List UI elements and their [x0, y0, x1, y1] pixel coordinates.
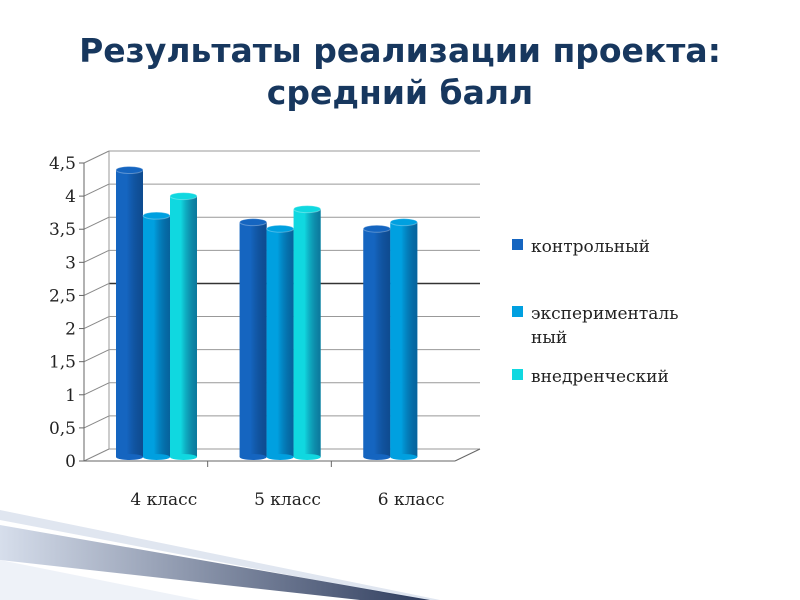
- y-tick-label: 1: [65, 386, 76, 406]
- bar-shade: [239, 222, 267, 457]
- legend-label: эксперименталь: [531, 304, 678, 324]
- bar-bottom: [363, 454, 391, 460]
- bar-top: [362, 224, 391, 233]
- bar-top: [266, 224, 295, 233]
- bar-top: [239, 218, 268, 227]
- bar: [266, 224, 295, 460]
- gridline-depth: [83, 415, 110, 429]
- bar-shade: [170, 196, 197, 457]
- bar-bottom: [239, 454, 267, 460]
- y-tick-label: 4,5: [49, 154, 76, 174]
- y-tick-label: 3,5: [49, 220, 76, 240]
- bar: [389, 218, 418, 460]
- y-tick-label: 2,5: [49, 286, 76, 306]
- bar-shade: [363, 228, 391, 457]
- bar-top: [293, 205, 322, 214]
- bar: [115, 165, 144, 460]
- bar: [239, 218, 268, 460]
- gridline-depth: [83, 249, 110, 263]
- bar: [169, 192, 198, 460]
- gridline-depth: [83, 150, 110, 164]
- chart-title: Результаты реализации проекта: средний б…: [0, 30, 800, 114]
- x-tick-label: 6 класс: [378, 490, 445, 510]
- bar-shade: [293, 209, 321, 457]
- title-line-1: Результаты реализации проекта:: [79, 31, 721, 70]
- y-tick-label: 1,5: [49, 353, 76, 373]
- bar-top: [142, 211, 171, 220]
- y-tick-label: 0: [65, 452, 76, 472]
- bar-shade: [390, 222, 418, 457]
- gridline-depth: [83, 183, 110, 197]
- legend-label: ный: [531, 328, 567, 348]
- bar-bottom: [266, 454, 294, 460]
- gridline-depth: [83, 349, 110, 363]
- bar-shade: [266, 228, 294, 457]
- gridline-depth: [83, 316, 110, 330]
- x-tick-label: 5 класс: [254, 490, 321, 510]
- gridline-depth: [83, 448, 110, 462]
- bar-bottom: [390, 454, 418, 460]
- legend-swatch: [512, 369, 523, 380]
- y-tick-label: 3: [65, 253, 76, 273]
- gridline-depth: [83, 282, 110, 296]
- bar-bottom: [143, 454, 170, 460]
- legend-swatch: [512, 306, 523, 317]
- bar-top: [389, 218, 418, 227]
- title-line-2: средний балл: [266, 73, 534, 112]
- bar-bottom: [116, 454, 143, 460]
- x-axis-depth: [454, 448, 481, 462]
- gridline-depth: [83, 216, 110, 230]
- bar-top: [115, 165, 144, 174]
- bar-top: [169, 192, 198, 201]
- bar-bottom: [293, 454, 321, 460]
- bar-shade: [116, 169, 143, 457]
- y-tick-label: 2: [65, 320, 76, 340]
- bar: [142, 211, 171, 460]
- y-tick-label: 4: [65, 187, 76, 207]
- y-tick-label: 0,5: [49, 419, 76, 439]
- legend-swatch: [512, 239, 523, 250]
- bar: [362, 224, 391, 460]
- legend-label: внедренческий: [531, 367, 669, 387]
- decorative-stripes: [0, 510, 440, 600]
- gridline-depth: [83, 382, 110, 396]
- bar-bottom: [170, 454, 197, 460]
- bar: [293, 205, 322, 460]
- bar-shade: [143, 215, 170, 457]
- legend-label: контрольный: [531, 237, 650, 257]
- x-tick-label: 4 класс: [130, 490, 197, 510]
